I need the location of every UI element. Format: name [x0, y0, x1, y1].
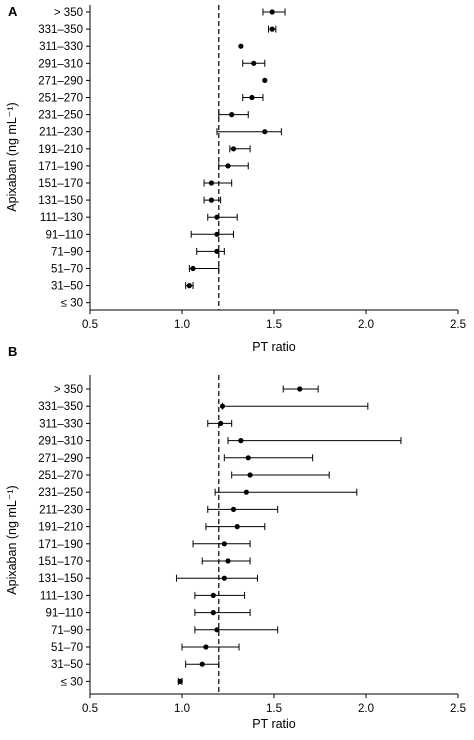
panel-a-point [214, 248, 220, 254]
panel-a-x-tick-label: 0.5 [82, 319, 98, 331]
panel-a-category-label: 311–330 [39, 41, 83, 53]
panel-a-category-label: 111–130 [40, 212, 83, 224]
panel-a-category-label: 211–230 [39, 127, 83, 139]
panel-a-point [262, 129, 268, 135]
panel-b-point [221, 541, 227, 547]
panel-a-category-label: 331–350 [38, 24, 83, 36]
panel-a-point [214, 214, 220, 220]
panel-b-point [234, 524, 240, 530]
panel-a-x-tick-label: 2.0 [358, 319, 374, 331]
panel-a-letter: A [8, 4, 18, 19]
panel-b: B PT ratio Apixaban (ng mL⁻¹) 0.5 1.0 1.5 2… [5, 344, 466, 731]
panel-b-category-label: 331–350 [38, 401, 83, 413]
panel-a-category-label: 171–190 [38, 161, 83, 173]
panel-a-point [251, 60, 257, 66]
panel-b-category-label: 171–190 [38, 539, 83, 551]
panel-a-xlabel: PT ratio [252, 340, 296, 354]
panel-a-category-label: 91–110 [45, 229, 83, 241]
panel-b-point [219, 403, 226, 409]
panel-b-point [218, 420, 224, 426]
panel-b-point [247, 472, 253, 478]
panel-a-category-label: 231–250 [38, 110, 83, 122]
panel-b-x-tick-label: 1.5 [266, 703, 282, 715]
panel-b-point [225, 558, 231, 564]
panel-a-point [269, 26, 275, 32]
panel-a-point [225, 163, 231, 169]
panel-b-category-label: 191–210 [38, 522, 83, 534]
panel-a-point [214, 231, 220, 237]
panel-b-x-tick-label: 2.5 [450, 703, 466, 715]
panel-b-category-label: > 350 [54, 384, 83, 396]
panel-b-point [245, 455, 251, 461]
panel-a-point [269, 9, 275, 15]
panel-b-point [297, 386, 303, 392]
panel-b-point [243, 489, 249, 495]
panel-b-category-label: 251–270 [38, 470, 83, 482]
panel-a-category-label: 131–150 [38, 195, 83, 207]
panel-b-letter: B [8, 344, 17, 359]
panel-b-point [203, 644, 209, 650]
panel-b-x-tick-label: 0.5 [82, 703, 98, 715]
panel-a-category-label: 271–290 [38, 75, 83, 87]
panel-a-point [230, 146, 237, 152]
panel-a-category-label: > 350 [54, 7, 83, 19]
panel-b-category-label: 231–250 [38, 487, 83, 499]
panel-a-category-label: 151–170 [38, 178, 83, 190]
panel-a-category-label: 51–70 [51, 264, 83, 276]
panel-b-category-label: 151–170 [38, 556, 83, 568]
panel-b-category-label: 31–50 [51, 659, 83, 671]
panel-b-x-tick-label: 1.0 [174, 703, 190, 715]
panel-a-category-label: 71–90 [51, 246, 83, 258]
panel-b-category-label: 111–130 [40, 590, 83, 602]
panel-b-xlabel: PT ratio [252, 717, 296, 731]
panel-b-point [230, 506, 237, 512]
panel-b-ylabel: Apixaban (ng mL⁻¹) [5, 485, 19, 594]
panel-a-x-tick-label: 1.0 [174, 319, 190, 331]
panel-a-ylabel: Apixaban (ng mL⁻¹) [5, 102, 19, 211]
panel-b-category-label: 51–70 [51, 642, 83, 654]
panel-b-category-label: 91–110 [45, 608, 83, 620]
panel-a-point [208, 180, 215, 186]
panel-b-category-label: 271–290 [38, 453, 83, 465]
panel-b-category-label: 131–150 [38, 573, 83, 585]
panel-b-category-label: 291–310 [38, 436, 83, 448]
panel-a: A PT ratio Apixaban (ng mL⁻¹) 0.5 1.0 1.5 2… [5, 4, 466, 354]
panel-a-point [262, 77, 268, 83]
panel-b-point [221, 575, 227, 581]
panel-a-point [208, 197, 215, 203]
panel-b-point [210, 610, 216, 616]
panel-a-category-label: 31–50 [51, 281, 83, 293]
panel-a-point [229, 112, 235, 118]
panel-b-category-label: 311–330 [39, 418, 83, 430]
panel-a-category-label: 291–310 [38, 58, 83, 70]
panel-b-point [177, 678, 183, 685]
panel-b-category-label: ≤ 30 [61, 676, 83, 688]
panel-a-point [190, 265, 196, 272]
panel-b-point [199, 661, 205, 667]
panel-b-category-label: 71–90 [51, 625, 83, 637]
panel-a-category-label: 251–270 [38, 93, 83, 105]
panel-a-category-label: 191–210 [38, 144, 83, 156]
panel-b-point [210, 592, 216, 599]
panel-a-x-tick-label: 2.5 [450, 319, 466, 331]
panel-b-category-label: 211–230 [39, 504, 83, 516]
panel-a-point [249, 94, 255, 101]
panel-a-category-label: ≤ 30 [61, 298, 83, 310]
panel-b-x-tick-label: 2.0 [358, 703, 374, 715]
panel-b-point [214, 627, 220, 633]
panel-a-point [186, 283, 192, 289]
panel-b-point [238, 438, 244, 444]
panel-a-x-tick-label: 1.5 [266, 319, 282, 331]
panel-a-point [238, 43, 244, 49]
